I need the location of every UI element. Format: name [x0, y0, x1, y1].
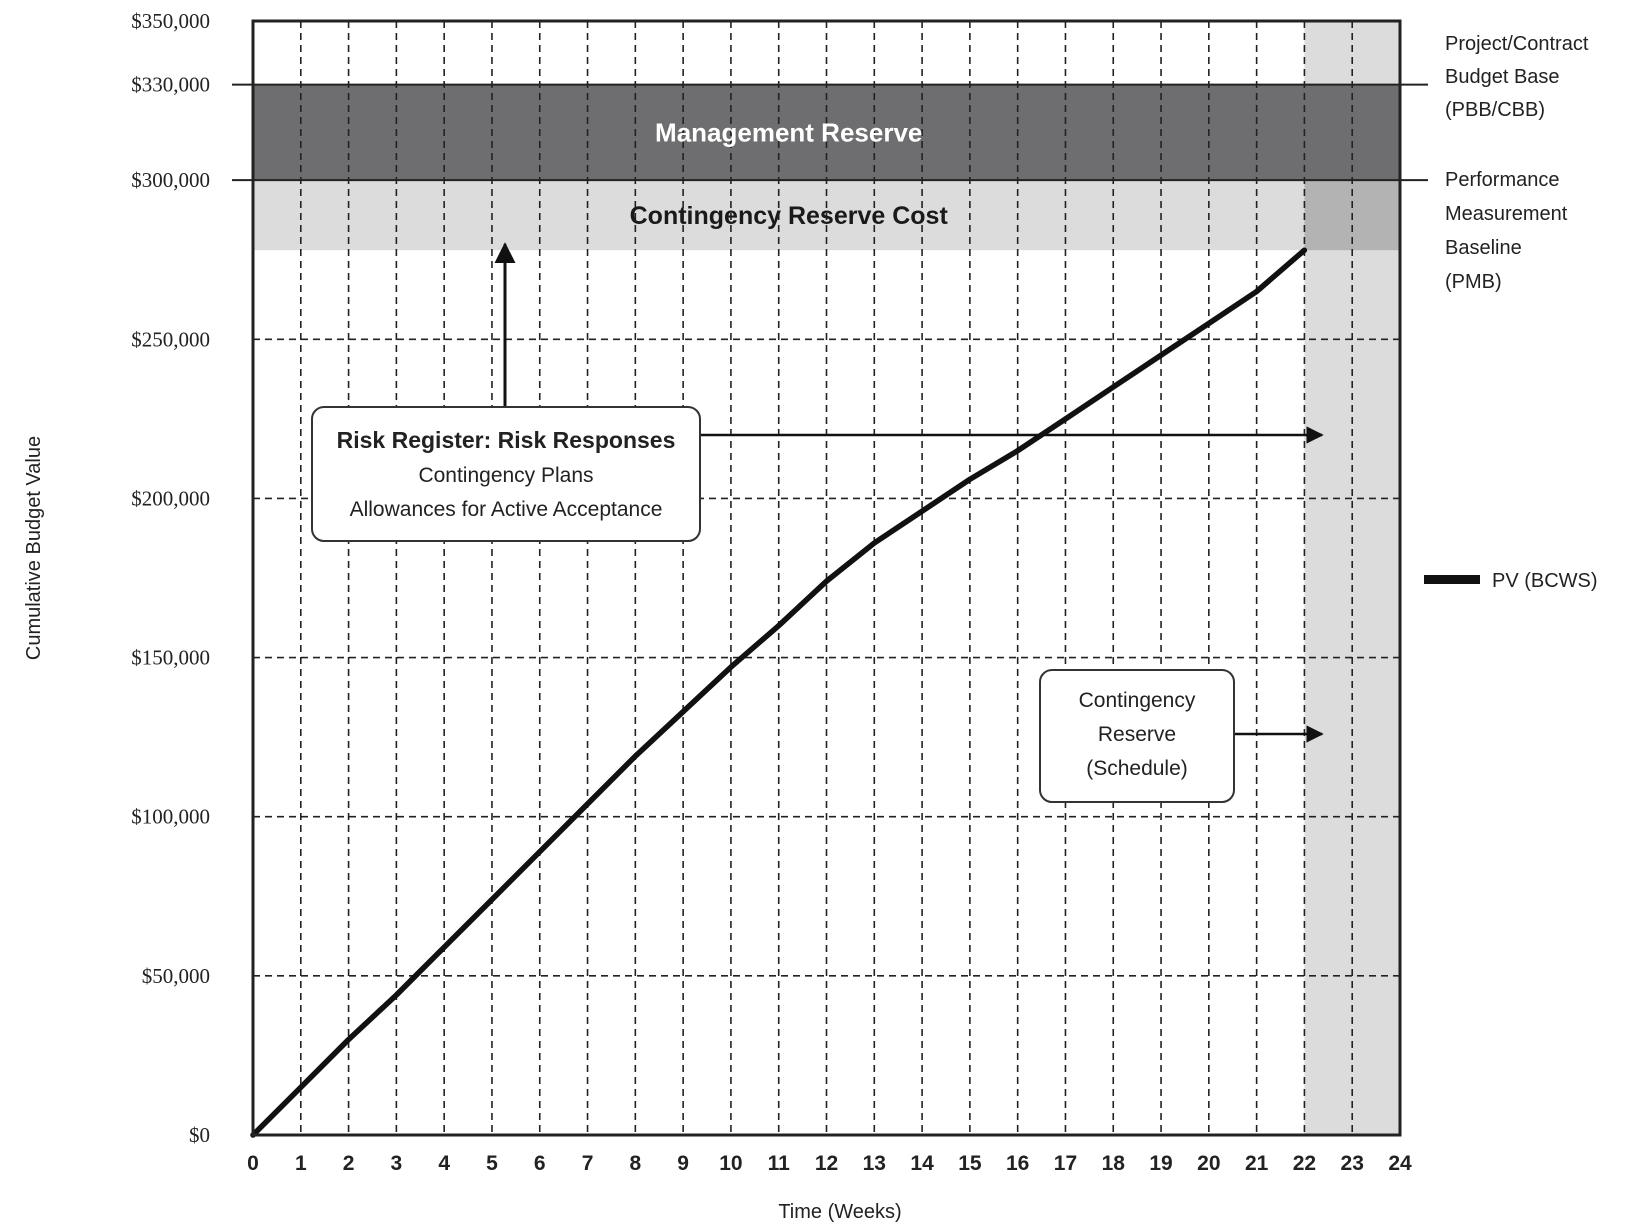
series-line-0 [250, 247, 1308, 1138]
schedule-reserve-box [1039, 669, 1235, 803]
y-tick-label-3: $150,000 [131, 646, 210, 670]
side-notes: Project/Contract Budget Base (PBB/CBB) Perf… [1445, 33, 1589, 293]
x-tick-label-24: 24 [1388, 1152, 1412, 1175]
x-tick-label-21: 21 [1245, 1152, 1269, 1175]
annotations: Management Reserve Contingency Reserve Co… [311, 117, 1324, 803]
x-axis-title: Time (Weeks) [778, 1201, 901, 1223]
x-tick-label-4: 4 [438, 1152, 450, 1175]
reference-lines [232, 83, 1428, 182]
x-tick-label-14: 14 [910, 1152, 934, 1175]
x-tick-label-0: 0 [247, 1152, 259, 1175]
x-tick-label-11: 11 [768, 1152, 791, 1175]
y-tick-label-6: $300,000 [131, 168, 210, 192]
pmb-note-line-4: (PMB) [1445, 271, 1502, 293]
x-tick-label-12: 12 [815, 1152, 838, 1175]
series-lines [250, 247, 1308, 1138]
x-tick-label-19: 19 [1149, 1152, 1172, 1175]
y-tick-label-4: $200,000 [131, 486, 210, 510]
risk-register-line-2: Contingency Plans [418, 464, 593, 487]
pbb-note-line-2: Budget Base [1445, 66, 1560, 88]
plot-frame-rect [251, 19, 1402, 1137]
y-tick-label-0: $0 [189, 1123, 210, 1147]
x-tick-label-23: 23 [1341, 1152, 1364, 1175]
pbb-note-line-1: Project/Contract [1445, 33, 1589, 55]
y-tick-label-7: $330,000 [131, 73, 210, 97]
x-tick-label-9: 9 [677, 1152, 689, 1175]
legend-swatch-0 [1424, 575, 1480, 584]
x-tick-label-1: 1 [295, 1152, 307, 1175]
pmb-note-line-2: Measurement [1445, 203, 1568, 225]
grid [253, 21, 1400, 1135]
x-tick-label-2: 2 [343, 1152, 355, 1175]
band-label-0: Management Reserve [655, 117, 922, 147]
risk-register-title: Risk Register: Risk Responses [337, 427, 676, 453]
y-tick-label-8: $350,000 [131, 9, 210, 33]
x-tick-label-10: 10 [719, 1152, 742, 1175]
x-axis-ticks: 0 1 2 3 4 5 6 7 8 9 10 11 12 13 14 15 16 17 18 19 20 21 22 23 24 [247, 1152, 1412, 1175]
pmb-note-line-1: Performance [1445, 169, 1560, 191]
schedule-reserve-line-3: (Schedule) [1086, 757, 1188, 780]
schedule-reserve-line-1: Contingency [1079, 689, 1196, 712]
schedule-reserve-line-2: Reserve [1098, 723, 1176, 746]
y-tick-label-5: $250,000 [131, 327, 210, 351]
x-tick-label-18: 18 [1102, 1152, 1126, 1175]
x-tick-label-22: 22 [1293, 1152, 1316, 1175]
band-labels: Management Reserve Contingency Reserve Co… [630, 117, 949, 230]
x-tick-label-3: 3 [391, 1152, 403, 1175]
x-tick-label-13: 13 [863, 1152, 886, 1175]
x-tick-label-5: 5 [486, 1152, 498, 1175]
legend-label-0: PV (BCWS) [1492, 570, 1598, 592]
risk-register-box [311, 406, 701, 542]
y-tick-label-1: $50,000 [142, 964, 210, 988]
band-label-1: Contingency Reserve Cost [630, 202, 949, 230]
pmb-note-line-3: Baseline [1445, 237, 1522, 259]
x-tick-label-16: 16 [1006, 1152, 1029, 1175]
pbb-note-line-3: (PBB/CBB) [1445, 99, 1545, 121]
x-tick-label-7: 7 [582, 1152, 594, 1175]
risk-register-line-3: Allowances for Active Acceptance [350, 498, 663, 521]
plot-frame [251, 19, 1402, 1137]
x-tick-label-15: 15 [958, 1152, 982, 1175]
y-axis-ticks: $0 $50,000 $100,000 $150,000 $200,000 $250,00… [131, 9, 210, 1147]
x-tick-label-20: 20 [1197, 1152, 1220, 1175]
x-tick-label-17: 17 [1054, 1152, 1077, 1175]
legend: PV (BCWS) [1424, 570, 1598, 592]
y-axis-title: Cumulative Budget Value [23, 436, 45, 660]
y-tick-label-2: $100,000 [131, 805, 210, 829]
x-tick-label-8: 8 [629, 1152, 641, 1175]
x-tick-label-6: 6 [534, 1152, 546, 1175]
